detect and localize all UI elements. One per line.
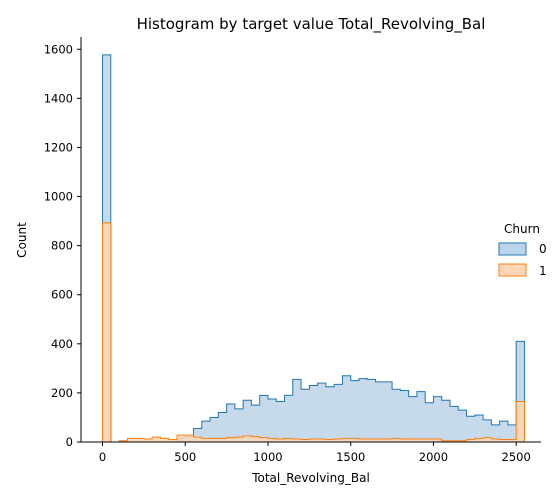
x-ticks: 0 500 1000 1500 2000 2500 (99, 442, 531, 464)
chart-title: Histogram by target value Total_Revolvin… (137, 15, 486, 34)
y-tick-label: 400 (51, 337, 73, 351)
y-axis-label: Count (15, 222, 29, 258)
legend-label-churn-1: 1 (539, 264, 547, 278)
y-tick-label: 200 (51, 386, 73, 400)
x-axis-label: Total_Revolving_Bal (251, 471, 370, 485)
legend-swatch-churn-1 (499, 264, 526, 276)
axes (81, 37, 541, 442)
legend-swatch-churn-0 (499, 243, 526, 255)
y-tick-label: 1200 (44, 140, 73, 154)
y-tick-label: 600 (51, 288, 73, 302)
y-tick-label: 0 (66, 435, 73, 449)
y-tick-label: 1600 (44, 42, 73, 56)
x-tick-label: 2500 (502, 450, 531, 464)
y-tick-label: 800 (51, 239, 73, 253)
x-tick-label: 1000 (253, 450, 282, 464)
y-ticks: 0 200 400 600 800 1000 1200 1400 1600 (44, 42, 81, 449)
y-tick-label: 1000 (44, 190, 73, 204)
legend-label-churn-0: 0 (539, 242, 547, 256)
series-churn-0 (103, 55, 525, 442)
legend-title: Churn (504, 222, 540, 236)
x-tick-label: 500 (174, 450, 196, 464)
histogram-area-churn-0 (103, 55, 525, 442)
x-tick-label: 0 (99, 450, 106, 464)
x-tick-label: 2000 (419, 450, 448, 464)
legend: Churn 0 1 (499, 222, 547, 278)
y-tick-label: 1400 (44, 91, 73, 105)
x-tick-label: 1500 (336, 450, 365, 464)
plot-area (103, 55, 525, 442)
